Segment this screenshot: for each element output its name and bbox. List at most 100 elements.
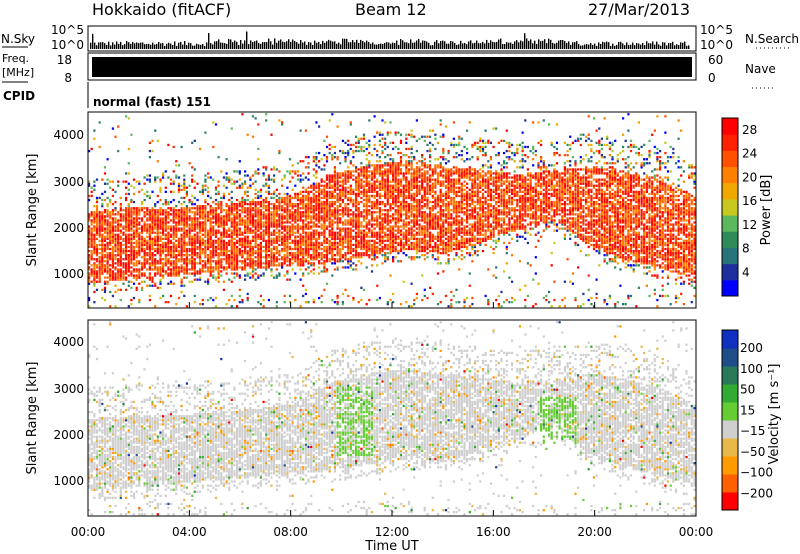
power-pixel (241, 256, 244, 259)
power-pixel (148, 217, 151, 220)
power-pixel (146, 235, 149, 238)
power-pixel (288, 233, 292, 236)
power-pixel (175, 243, 178, 247)
power-pixel (259, 223, 262, 226)
power-pixel (265, 247, 268, 251)
power-pixel (339, 217, 342, 220)
power-pixel (405, 247, 408, 251)
power-pixel (167, 266, 170, 269)
power-pixel (185, 264, 188, 267)
power-pixel (156, 139, 159, 142)
power-pixel (122, 278, 125, 281)
power-pixel (262, 229, 265, 232)
power-pixel (281, 196, 284, 200)
power-pixel (296, 264, 299, 267)
power-pixel (220, 223, 223, 226)
power-pixel (373, 176, 376, 179)
power-pixel (151, 225, 154, 228)
power-pixel (386, 245, 389, 249)
power-pixel (381, 170, 384, 173)
power-pixel (302, 247, 305, 251)
nsky-bar (392, 42, 394, 49)
power-pixel (355, 198, 358, 202)
power-pixel (236, 205, 239, 208)
power-pixel (241, 223, 244, 226)
power-pixel (180, 235, 183, 238)
nsearch-label: N.Search (745, 32, 799, 46)
power-pixel (302, 258, 305, 261)
power-pixel (286, 209, 289, 212)
power-pixel (328, 252, 331, 255)
power-pixel (294, 243, 297, 247)
power-pixel (355, 149, 358, 153)
nsky-bar (114, 44, 116, 49)
power-pixel (259, 231, 262, 234)
power-pixel (119, 298, 122, 302)
power-pixel (355, 264, 358, 267)
power-pixel (262, 205, 265, 208)
power-pixel (397, 225, 400, 228)
power-pixel (246, 237, 249, 240)
power-pixel (275, 223, 278, 226)
power-pixel (249, 186, 252, 189)
power-pixel (273, 217, 276, 220)
power-pixel (270, 213, 273, 216)
power-pixel (278, 262, 281, 265)
power-pixel (249, 252, 252, 255)
power-pixel (362, 149, 366, 153)
power-pixel (281, 249, 284, 253)
power-pixel (119, 231, 122, 234)
power-pixel (389, 274, 392, 277)
power-pixel (299, 203, 302, 206)
power-pixel (304, 129, 307, 132)
power-pixel (180, 145, 183, 149)
power-pixel (88, 272, 91, 275)
power-pixel (344, 192, 347, 196)
power-pixel (183, 233, 186, 236)
power-pixel (233, 233, 236, 236)
power-pixel (204, 217, 207, 220)
power-pixel (106, 235, 109, 238)
power-pixel (281, 264, 284, 267)
power-pixel (339, 241, 342, 245)
power-pixel (140, 219, 144, 222)
power-pixel (127, 280, 130, 283)
power-pixel (331, 229, 334, 232)
power-pixel (228, 192, 231, 196)
power-pixel (225, 217, 228, 220)
power-pixel (310, 241, 313, 245)
power-pixel (125, 196, 128, 200)
power-pixel (341, 292, 344, 296)
power-pixel (352, 217, 355, 220)
power-pixel (310, 190, 313, 193)
power-pixel (143, 237, 146, 240)
power-pixel (349, 256, 352, 259)
power-pixel (193, 241, 196, 245)
power-pixel (355, 145, 358, 149)
power-pixel (410, 135, 413, 138)
power-pixel (315, 241, 318, 245)
power-pixel (143, 207, 146, 210)
power-pixel (236, 170, 239, 173)
power-pixel (207, 186, 210, 189)
power-pixel (169, 264, 173, 267)
power-pixel (331, 233, 334, 236)
power-pixel (370, 213, 374, 216)
power-pixel (415, 176, 418, 179)
power-pixel (214, 235, 218, 238)
power-pixel (347, 211, 350, 214)
power-pixel (259, 243, 262, 247)
power-pixel (376, 223, 379, 226)
power-pixel (236, 221, 239, 224)
power-pixel (162, 174, 165, 177)
power-pixel (355, 241, 358, 245)
power-pixel (143, 192, 146, 196)
power-pixel (302, 205, 305, 208)
power-pixel (217, 276, 220, 279)
power-pixel (244, 274, 247, 277)
power-pixel (304, 217, 307, 220)
power-pixel (249, 221, 252, 224)
power-pixel (251, 174, 255, 177)
power-pixel (392, 176, 395, 179)
power-pixel (217, 190, 220, 193)
